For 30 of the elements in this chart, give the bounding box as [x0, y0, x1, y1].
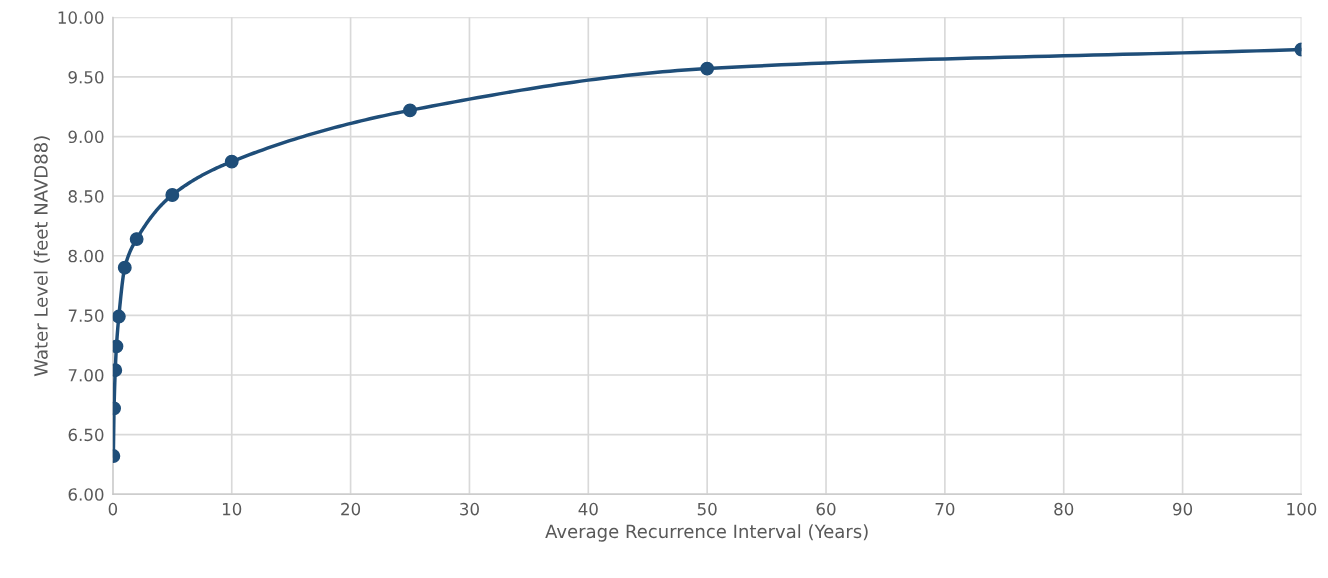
point [129, 232, 144, 247]
y-tick-label: 9.00 [68, 130, 104, 144]
point [112, 339, 124, 354]
point [117, 260, 132, 275]
point [403, 103, 417, 118]
y-tick-label: 6.50 [68, 428, 104, 442]
y-axis-title: Water Level (feet NAVD88) [33, 136, 50, 377]
x-tick-label: 10 [222, 502, 242, 516]
point [700, 61, 715, 76]
x-tick-label: 40 [578, 502, 598, 516]
x-tick-label: 80 [1054, 502, 1074, 516]
y-tick-label: 7.00 [68, 368, 104, 382]
y-tick-label: 9.50 [68, 70, 104, 84]
x-tick-label: 60 [816, 502, 836, 516]
y-tick-label: 10.00 [58, 11, 104, 24]
point [165, 188, 180, 202]
x-tick-label: 90 [1173, 502, 1193, 516]
y-tick-label: 8.00 [68, 249, 104, 263]
x-tick-label: 50 [697, 502, 717, 516]
x-tick-label: 0 [108, 502, 118, 516]
y-tick-label: 7.50 [68, 309, 104, 322]
y-tick-label: 8.50 [68, 190, 104, 203]
x-axis-title: Average Recurrence Interval (Years) [545, 524, 868, 542]
point [112, 309, 126, 324]
x-tick-label: 100 [1287, 502, 1317, 516]
y-tick-label: 6.00 [68, 488, 104, 501]
point [224, 154, 239, 169]
x-tick-label: 70 [935, 502, 955, 516]
x-tick-label: 30 [460, 502, 479, 516]
x-tick-label: 20 [341, 502, 361, 516]
